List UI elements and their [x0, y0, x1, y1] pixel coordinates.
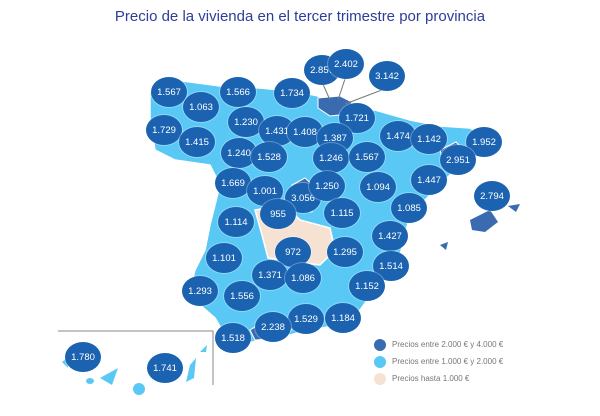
- province-price-bubble: 1.514: [373, 251, 409, 281]
- province-price-bubble: 1.101: [206, 243, 242, 273]
- province-price-bubble: 1.295: [327, 237, 363, 267]
- province-price-bubble: 1.556: [224, 281, 260, 311]
- leader-line: [321, 81, 331, 101]
- province-price-bubble: 1.529: [288, 304, 324, 334]
- province-price-bubble: 2.238: [255, 312, 291, 342]
- province-price-bubble: 1.567: [151, 77, 187, 107]
- province-price-bubble: 1.246: [313, 143, 349, 173]
- island: [86, 378, 94, 384]
- province-price-bubble: 1.518: [215, 323, 251, 353]
- legend-item-high: Precios entre 2.000 € y 4.000 €: [374, 336, 503, 353]
- legend-item-low: Precios hasta 1.000 €: [374, 370, 503, 387]
- legend-label: Precios hasta 1.000 €: [392, 374, 470, 383]
- province-price-bubble: 1.063: [183, 92, 219, 122]
- province-price-bubble: 1.115: [324, 198, 360, 228]
- province-price-bubble: 1.567: [349, 142, 385, 172]
- mallorca-island: [470, 210, 498, 232]
- province-price-bubble: 1.474: [380, 121, 416, 151]
- province-price-bubble: 1.184: [325, 303, 361, 333]
- province-price-bubble: 1.085: [391, 193, 427, 223]
- leader-line: [344, 87, 388, 105]
- legend-swatch: [374, 338, 386, 351]
- canary-islands: [58, 330, 214, 395]
- menorca-island: [508, 204, 520, 212]
- province-price-bubble: 1.734: [274, 78, 310, 108]
- province-price-bubble: 1.447: [411, 165, 447, 195]
- province-price-bubble: 1.415: [179, 127, 215, 157]
- province-price-bubble: 2.794: [474, 181, 510, 211]
- leader-line: [337, 75, 347, 101]
- island: [200, 345, 207, 352]
- ibiza-island: [440, 242, 448, 250]
- island: [186, 358, 196, 382]
- province-price-bubble: 1.142: [411, 124, 447, 154]
- legend-label: Precios entre 1.000 € y 2.000 €: [392, 357, 504, 366]
- province-price-bubble: 1.427: [372, 221, 408, 251]
- province-price-bubble: 3.142: [369, 61, 405, 91]
- province-price-bubble: 1.741: [147, 353, 183, 383]
- province-price-bubble: 1.293: [182, 276, 218, 306]
- canary-inset-frame: [58, 330, 214, 385]
- legend: Precios entre 2.000 € y 4.000 € Precios …: [374, 336, 503, 387]
- province-price-bubble: 1.669: [215, 168, 251, 198]
- balearic-islands: [440, 204, 520, 250]
- province-price-bubble: 1.371: [252, 260, 288, 290]
- province-price-bubble: 1.152: [349, 271, 385, 301]
- province-price-bubble: 1.250: [309, 171, 345, 201]
- legend-label: Precios entre 2.000 € y 4.000 €: [392, 340, 504, 349]
- map-title: Precio de la vivienda en el tercer trime…: [114, 8, 486, 25]
- legend-item-mid: Precios entre 1.000 € y 2.000 €: [374, 353, 503, 370]
- province-price-bubble: 2.951: [440, 145, 476, 175]
- island: [100, 368, 118, 385]
- province-price-bubble: 1.086: [285, 263, 321, 293]
- island: [133, 383, 145, 395]
- province-price-bubble: 1.528: [251, 142, 287, 172]
- province-price-bubble: 2.402: [328, 49, 364, 79]
- province-price-bubble: 1.114: [218, 207, 254, 237]
- province-price-bubble: 1.780: [65, 342, 101, 372]
- province-price-bubble: 1.094: [360, 172, 396, 202]
- legend-swatch: [374, 372, 386, 385]
- province-price-bubble: 1.230: [228, 107, 264, 137]
- province-price-bubble: 972: [275, 237, 311, 267]
- province-price-bubble: 955: [260, 199, 296, 229]
- province-price-bubble: 1.566: [220, 77, 256, 107]
- legend-swatch: [374, 355, 386, 368]
- province-price-bubble: 1.001: [247, 176, 283, 206]
- province-price-bubble: 1.729: [146, 115, 182, 145]
